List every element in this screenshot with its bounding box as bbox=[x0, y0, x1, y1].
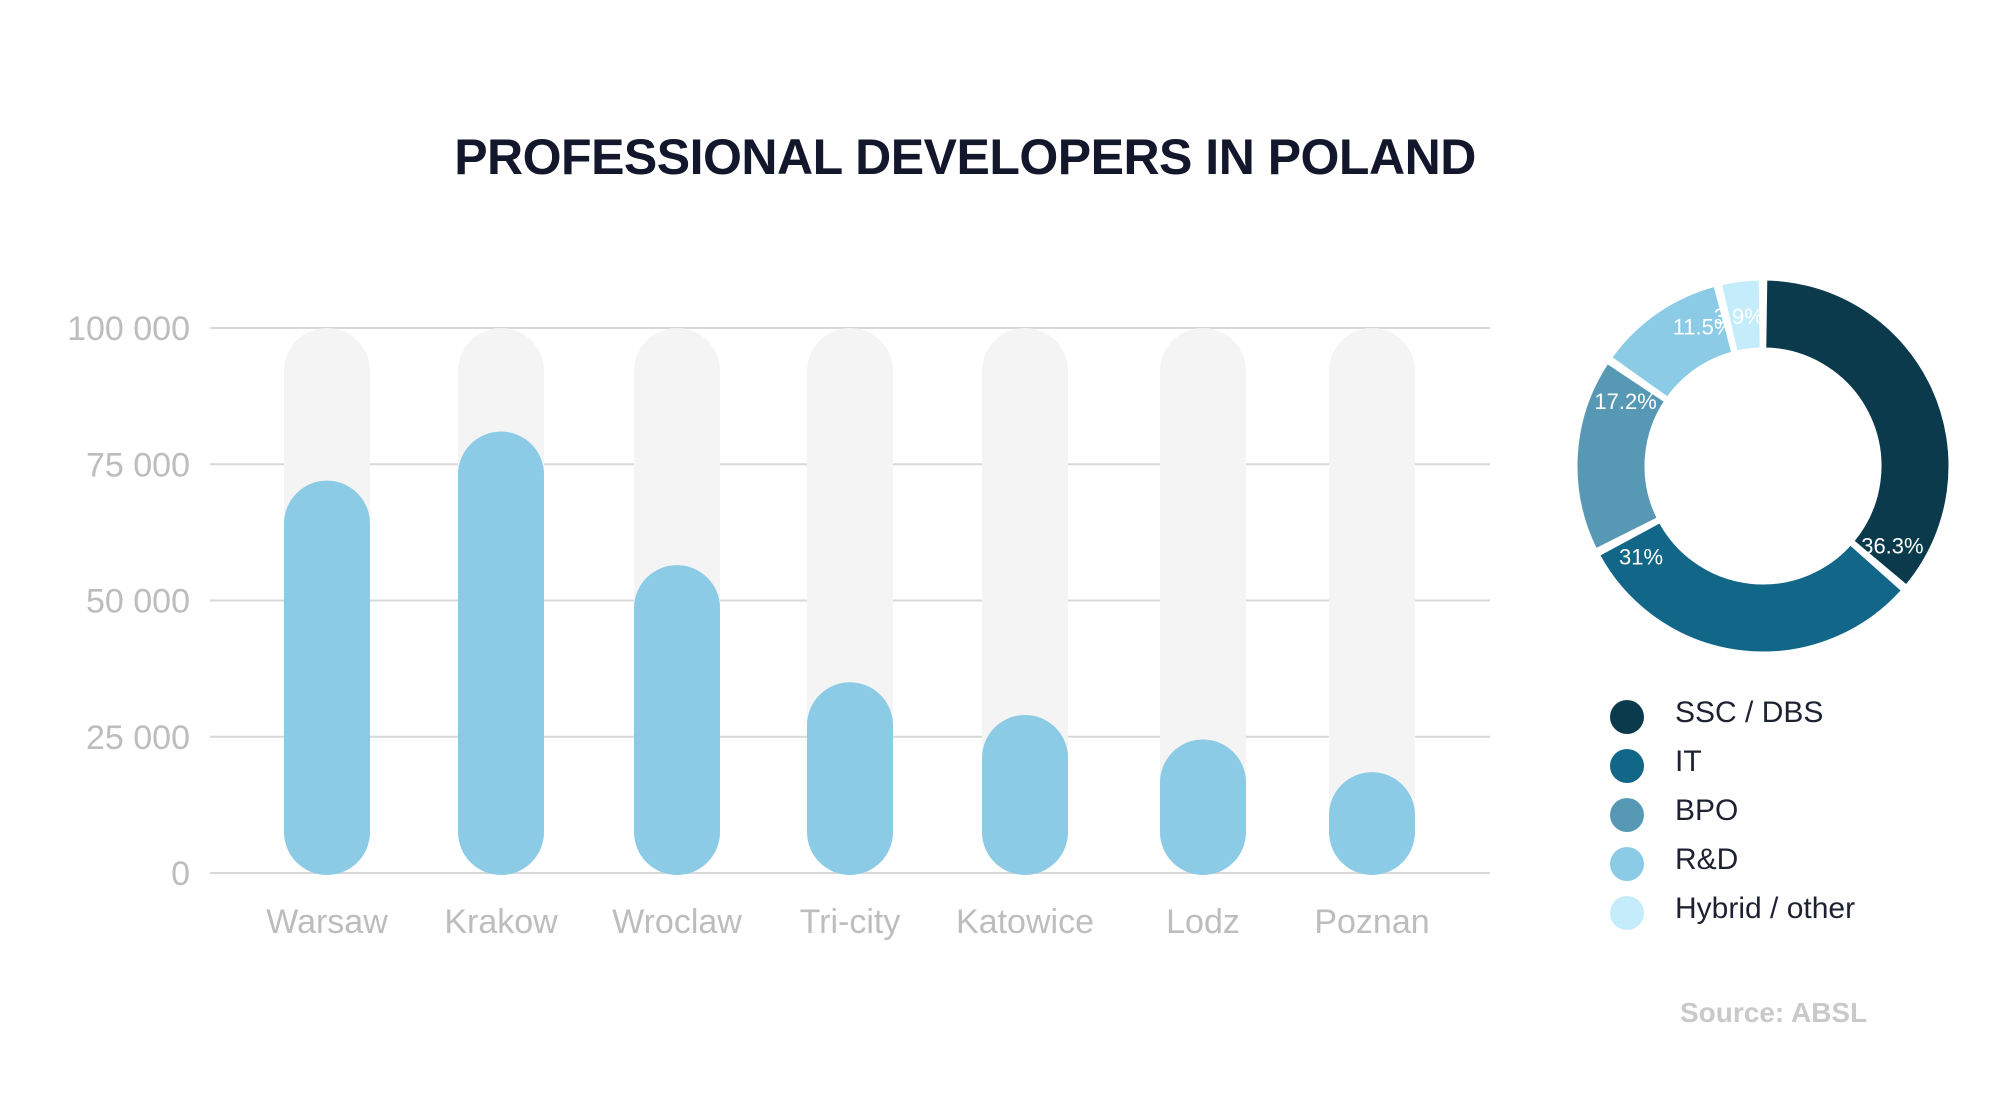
x-tick-label-poznan: Poznan bbox=[1314, 903, 1429, 941]
legend-swatch-hybrid-other bbox=[1610, 896, 1644, 930]
y-tick-label-0: 0 bbox=[171, 855, 190, 893]
legend-label-ssc-dbs: SSC / DBS bbox=[1675, 696, 1824, 729]
donut-label-r-d: 11.5% bbox=[1673, 314, 1734, 339]
y-tick-label-75000: 75 000 bbox=[86, 446, 190, 484]
bar-krakow bbox=[458, 431, 544, 875]
donut-slice-ssc-dbs bbox=[1763, 277, 1952, 589]
legend-swatch-bpo bbox=[1610, 798, 1644, 832]
y-tick-label-50000: 50 000 bbox=[86, 583, 190, 621]
donut-slice-bpo bbox=[1574, 360, 1668, 552]
donut-label-it: 31% bbox=[1619, 545, 1663, 570]
legend-swatch-ssc-dbs bbox=[1610, 700, 1644, 734]
x-tick-label-tri-city: Tri-city bbox=[800, 903, 901, 941]
x-tick-label-lodz: Lodz bbox=[1166, 903, 1240, 941]
legend-label-hybrid-other: Hybrid / other bbox=[1675, 892, 1856, 925]
bar-lodz bbox=[1160, 739, 1246, 875]
legend-label-it: IT bbox=[1675, 745, 1702, 778]
bar-chart: 0 25 000 50 000 75 000 100 000 Warsaw Krakow Wr… bbox=[67, 310, 1490, 941]
legend-label-rnd: R&D bbox=[1675, 843, 1739, 876]
bar-warsaw bbox=[284, 480, 370, 875]
legend-swatch-rnd bbox=[1610, 847, 1644, 881]
bar-track-poznan bbox=[1329, 328, 1415, 875]
y-tick-label-100000: 100 000 bbox=[67, 310, 190, 348]
bar-katowice bbox=[982, 714, 1068, 875]
x-tick-label-katowice: Katowice bbox=[956, 903, 1094, 941]
donut-chart: 36.3% 31% 17.2% 11.5%3.9% bbox=[1574, 277, 1952, 655]
chart-title: PROFESSIONAL DEVELOPERS IN POLAND bbox=[454, 129, 1476, 185]
x-tick-label-krakow: Krakow bbox=[444, 903, 558, 941]
donut-slice-hybrid-other bbox=[1718, 277, 1763, 354]
donut-slice-it bbox=[1596, 519, 1905, 655]
donut-label-hybrid-other: 3.9% bbox=[1714, 304, 1764, 329]
donut-label-bpo: 17.2% bbox=[1594, 389, 1656, 414]
legend-swatch-it bbox=[1610, 749, 1644, 783]
bar-poznan bbox=[1329, 772, 1415, 875]
source-note: Source: ABSL bbox=[1680, 997, 1868, 1028]
bar-wroclaw bbox=[634, 565, 720, 875]
donut-label-ssc-dbs: 36.3% bbox=[1861, 534, 1923, 559]
donut-slice-r-d bbox=[1608, 283, 1735, 401]
x-tick-label-warsaw: Warsaw bbox=[266, 903, 388, 941]
bar-tri-city bbox=[807, 682, 893, 875]
legend-label-bpo: BPO bbox=[1675, 794, 1739, 827]
bar-track-lodz bbox=[1160, 328, 1246, 875]
y-tick-label-25000: 25 000 bbox=[86, 719, 190, 757]
x-tick-label-wroclaw: Wroclaw bbox=[612, 903, 742, 941]
